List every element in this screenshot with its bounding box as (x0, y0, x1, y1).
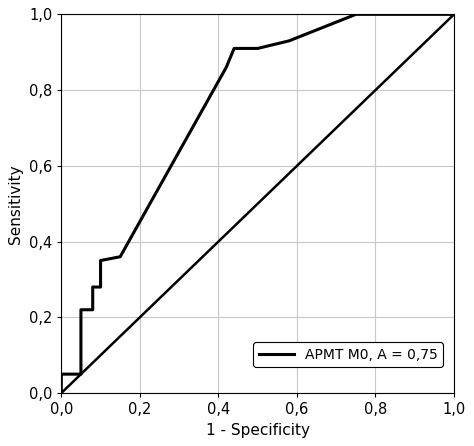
X-axis label: 1 - Specificity: 1 - Specificity (206, 423, 310, 438)
Y-axis label: Sensitivity: Sensitivity (9, 164, 23, 244)
Legend: APMT M0, A = 0,75: APMT M0, A = 0,75 (254, 342, 443, 367)
